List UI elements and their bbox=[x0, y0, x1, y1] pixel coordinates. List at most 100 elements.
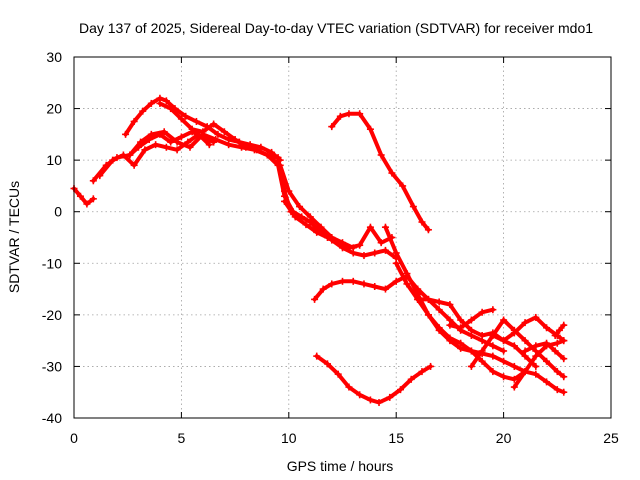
data-point bbox=[210, 120, 218, 128]
data-point bbox=[551, 331, 559, 339]
data-point bbox=[182, 112, 190, 120]
data-point bbox=[427, 362, 435, 370]
data-point bbox=[147, 130, 155, 138]
data-point bbox=[89, 195, 97, 203]
data-point bbox=[152, 141, 160, 149]
data-point bbox=[119, 151, 127, 159]
data-point bbox=[122, 130, 130, 138]
series-track-11 bbox=[314, 354, 433, 405]
data-point bbox=[130, 161, 138, 169]
data-point bbox=[76, 192, 84, 200]
data-point bbox=[478, 331, 486, 339]
data-point bbox=[543, 339, 551, 347]
data-point bbox=[339, 277, 346, 285]
data-point bbox=[457, 324, 465, 332]
data-point bbox=[199, 128, 207, 136]
data-point bbox=[167, 138, 175, 146]
data-point bbox=[173, 138, 181, 146]
data-point bbox=[242, 143, 250, 151]
data-point bbox=[334, 370, 342, 378]
data-point bbox=[560, 337, 568, 345]
data-point bbox=[403, 270, 411, 278]
data-point bbox=[510, 342, 518, 350]
data-point bbox=[446, 301, 454, 309]
data-point bbox=[257, 143, 265, 151]
data-point bbox=[336, 112, 344, 120]
data-point bbox=[555, 326, 563, 334]
data-point bbox=[553, 368, 561, 376]
data-point bbox=[311, 295, 319, 303]
data-point bbox=[467, 316, 475, 324]
data-point bbox=[478, 347, 486, 355]
data-point bbox=[392, 259, 400, 267]
x-tick-label: 0 bbox=[70, 430, 78, 446]
data-point bbox=[424, 226, 432, 234]
data-point bbox=[360, 280, 368, 288]
data-point bbox=[478, 357, 486, 365]
data-point bbox=[551, 347, 559, 355]
data-point bbox=[345, 110, 353, 118]
data-point bbox=[375, 399, 383, 407]
y-tick-label: 20 bbox=[46, 101, 62, 117]
data-point bbox=[89, 177, 97, 185]
data-point bbox=[489, 368, 497, 376]
data-point bbox=[349, 249, 357, 257]
data-point bbox=[225, 141, 233, 149]
data-point bbox=[521, 337, 529, 345]
data-point bbox=[356, 241, 364, 249]
data-point bbox=[263, 151, 271, 159]
data-point bbox=[392, 249, 400, 257]
data-point bbox=[388, 169, 396, 177]
data-point bbox=[137, 138, 145, 146]
data-point bbox=[212, 136, 220, 144]
data-point bbox=[532, 313, 540, 321]
data-point bbox=[478, 308, 486, 316]
data-point bbox=[560, 355, 568, 363]
data-point bbox=[281, 197, 289, 205]
data-point bbox=[302, 221, 310, 229]
data-point bbox=[323, 360, 331, 368]
y-tick-label: -40 bbox=[42, 410, 62, 426]
data-point bbox=[467, 326, 475, 334]
data-point bbox=[489, 306, 497, 314]
data-point bbox=[381, 223, 389, 231]
data-point bbox=[521, 368, 529, 376]
y-tick-label: -20 bbox=[42, 307, 62, 323]
data-point bbox=[371, 249, 379, 257]
data-point bbox=[167, 105, 175, 113]
x-tick-label: 15 bbox=[388, 430, 404, 446]
data-point bbox=[371, 282, 379, 290]
data-point bbox=[467, 347, 475, 355]
data-point bbox=[345, 383, 353, 391]
series-track-16 bbox=[469, 318, 566, 379]
data-point bbox=[96, 172, 104, 180]
data-point bbox=[510, 329, 518, 337]
data-point bbox=[446, 334, 454, 342]
data-point bbox=[356, 110, 364, 118]
data-point bbox=[214, 130, 222, 138]
data-point bbox=[407, 375, 415, 383]
data-point bbox=[553, 386, 561, 394]
data-point bbox=[532, 362, 540, 370]
data-point bbox=[130, 117, 138, 125]
y-tick-label: 30 bbox=[46, 49, 62, 65]
data-point bbox=[424, 295, 432, 303]
data-point bbox=[156, 99, 164, 107]
data-point bbox=[500, 316, 508, 324]
data-point bbox=[188, 125, 196, 133]
data-point bbox=[414, 295, 422, 303]
y-tick-label: 10 bbox=[46, 152, 62, 168]
data-point bbox=[457, 339, 465, 347]
y-tick-label: 0 bbox=[54, 204, 62, 220]
data-point bbox=[366, 125, 374, 133]
data-point bbox=[377, 239, 385, 247]
data-point bbox=[139, 107, 147, 115]
data-point bbox=[328, 280, 336, 288]
data-point bbox=[313, 228, 321, 236]
data-point bbox=[553, 339, 561, 347]
data-point bbox=[532, 342, 540, 350]
data-point bbox=[418, 368, 426, 376]
data-point bbox=[220, 128, 228, 136]
data-point bbox=[500, 357, 508, 365]
data-point bbox=[162, 143, 170, 151]
